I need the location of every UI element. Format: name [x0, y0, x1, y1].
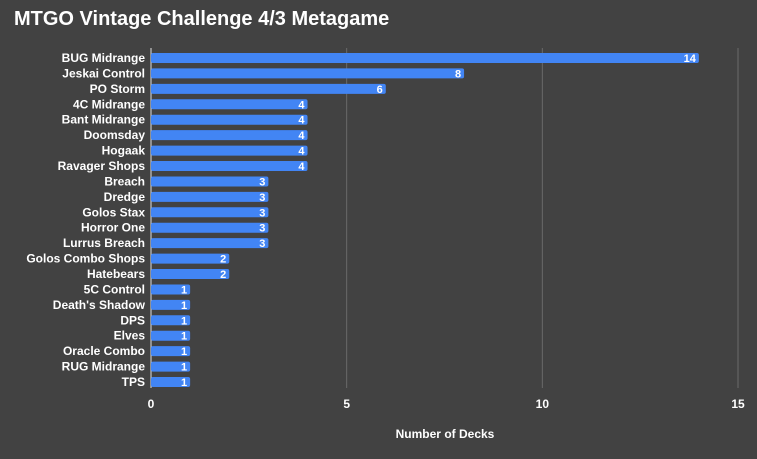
bar-value-label: 4	[298, 115, 305, 127]
category-label: DPS	[120, 313, 145, 327]
bar	[151, 284, 191, 295]
bar	[151, 161, 308, 172]
category-label: Oracle Combo	[63, 344, 145, 358]
bar-value-label: 6	[377, 84, 383, 96]
x-tick-label: 0	[148, 397, 155, 411]
bar-value-label: 1	[181, 300, 187, 312]
bar	[151, 99, 308, 110]
grid-lines	[150, 48, 739, 388]
x-tick-label: 10	[536, 397, 550, 411]
category-label: Dredge	[104, 190, 146, 204]
category-label: RUG Midrange	[62, 360, 146, 374]
bar	[151, 269, 230, 280]
category-label: Doomsday	[84, 128, 146, 142]
category-label: Hogaak	[102, 144, 146, 158]
bar-value-label: 4	[298, 161, 305, 173]
bar	[151, 114, 308, 125]
bar	[151, 130, 308, 141]
category-label: 4C Midrange	[73, 97, 145, 111]
bar-value-label: 3	[259, 176, 265, 188]
bar-value-label: 1	[181, 315, 187, 327]
bar	[151, 315, 191, 326]
bars: 14 8 6 4 4 4 4 4 3 3 3 3 3 2 2 1 1 1 1 1 1 1	[151, 53, 699, 389]
bar-value-label: 1	[181, 331, 187, 343]
bar	[151, 191, 269, 202]
bar-value-label: 3	[259, 223, 265, 235]
bar-value-label: 1	[181, 377, 187, 389]
category-label: Golos Stax	[82, 205, 145, 219]
category-label: Lurrus Breach	[63, 236, 145, 250]
bar-value-label: 1	[181, 284, 187, 296]
category-label: TPS	[122, 375, 145, 389]
bar-value-label: 4	[298, 130, 305, 142]
bar	[151, 346, 191, 357]
bar-value-label: 4	[298, 146, 305, 158]
bar	[151, 176, 269, 187]
category-label: Hatebears	[87, 267, 145, 281]
bar	[151, 145, 308, 156]
category-label: Death's Shadow	[53, 298, 146, 312]
bar-value-label: 8	[455, 68, 461, 80]
bar	[151, 253, 230, 264]
bar	[151, 377, 191, 388]
category-label: Elves	[114, 329, 146, 343]
category-label: 5C Control	[84, 282, 145, 296]
bar	[151, 53, 699, 63]
bar-value-label: 3	[259, 192, 265, 204]
x-tick-label: 15	[731, 397, 745, 411]
bar-value-label: 3	[259, 238, 265, 250]
bar-value-label: 2	[220, 254, 226, 266]
bar	[151, 299, 191, 310]
category-label: Jeskai Control	[62, 66, 145, 80]
bar-value-label: 3	[259, 207, 265, 219]
bar-value-label: 1	[181, 346, 187, 358]
chart-title: MTGO Vintage Challenge 4/3 Metagame	[14, 8, 390, 30]
x-tick-label: 5	[343, 397, 350, 411]
category-label: Ravager Shops	[58, 159, 146, 173]
x-axis-title: Number of Decks	[396, 427, 495, 441]
bar	[151, 222, 269, 233]
x-tick-labels: 0 5 10 15	[148, 397, 745, 411]
category-label: Bant Midrange	[62, 113, 146, 127]
category-label: Golos Combo Shops	[26, 252, 145, 266]
bar-value-label: 14	[684, 53, 697, 65]
bar	[151, 238, 269, 249]
bar-value-label: 2	[220, 269, 226, 281]
bar	[151, 361, 191, 372]
category-label: PO Storm	[90, 82, 145, 96]
bar	[151, 207, 269, 218]
category-label: BUG Midrange	[62, 51, 146, 65]
bar-value-label: 1	[181, 362, 187, 374]
bar	[151, 68, 465, 79]
bar	[151, 83, 386, 94]
category-label: Horror One	[81, 221, 145, 235]
bar	[151, 330, 191, 341]
category-label: Breach	[104, 174, 145, 188]
bar-value-label: 4	[298, 99, 305, 111]
